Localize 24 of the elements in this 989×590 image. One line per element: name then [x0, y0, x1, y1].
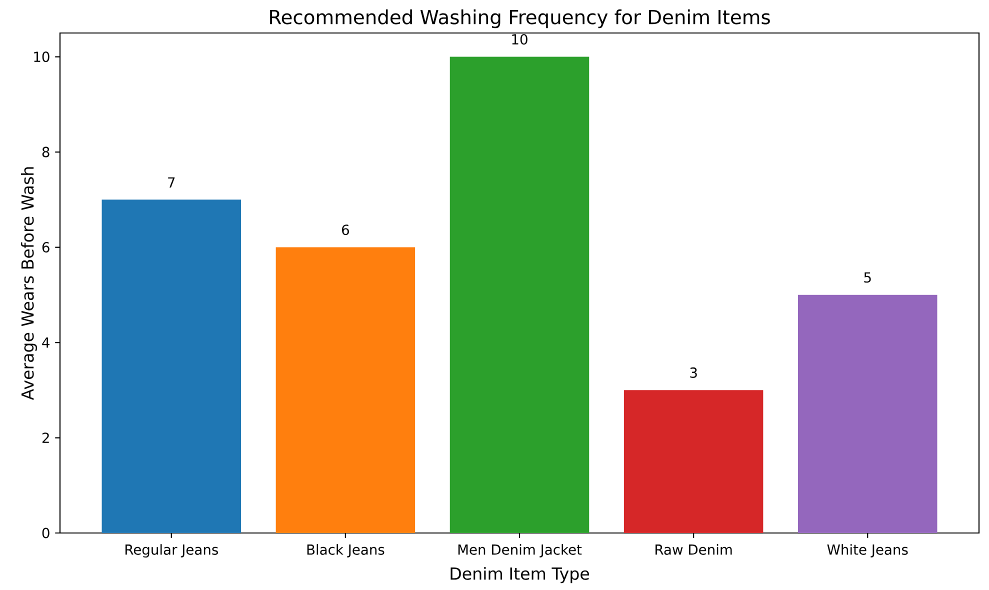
bar: [102, 200, 242, 533]
y-tick-label: 6: [42, 242, 50, 253]
chart-title: Recommended Washing Frequency for Denim Items: [270, 9, 770, 28]
y-tick-label: 2: [42, 432, 49, 443]
data-label: 6: [342, 224, 349, 236]
data-label: 5: [864, 272, 871, 283]
y-tick-label: 10: [34, 52, 50, 62]
y-tick-label: 8: [42, 146, 50, 158]
bar: [624, 390, 764, 533]
x-tick-label: Black Jeans: [307, 544, 384, 558]
data-label: 3: [690, 367, 697, 378]
x-tick-label: Raw Denim: [656, 544, 732, 555]
bar: [276, 247, 416, 533]
x-axis-title: Denim Item Type: [450, 567, 590, 584]
y-tick-label: 0: [42, 528, 50, 538]
x-tick-label: Men Denim Jacket: [458, 544, 582, 558]
data-label: 7: [168, 177, 175, 188]
y-tick-label: 4: [42, 337, 50, 348]
bar: [450, 56, 590, 533]
y-axis-title: Average Wears Before Wash: [20, 167, 38, 400]
x-tick-label: White Jeans: [827, 544, 908, 558]
bar: [798, 294, 938, 533]
x-tick-label: Regular Jeans: [126, 544, 218, 558]
data-label: 10: [512, 34, 528, 45]
